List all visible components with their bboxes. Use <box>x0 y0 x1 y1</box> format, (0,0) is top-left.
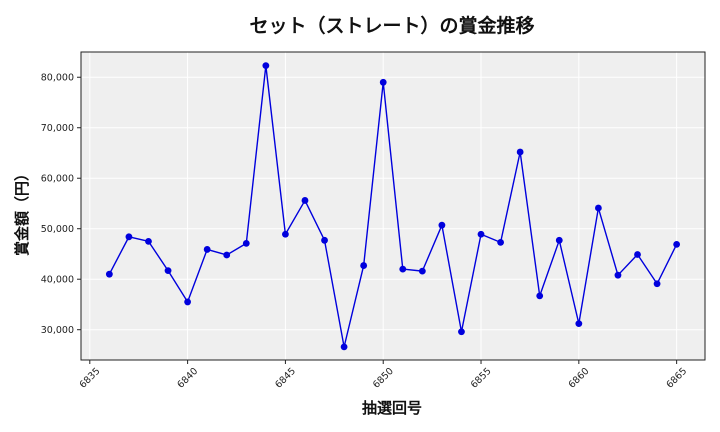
data-point <box>418 267 426 275</box>
data-point <box>184 298 192 306</box>
data-point <box>223 251 231 259</box>
data-point <box>673 240 681 248</box>
x-tick-label: 6845 <box>273 366 298 391</box>
y-tick-label: 60,000 <box>41 174 74 185</box>
data-point <box>145 237 152 245</box>
data-point <box>262 62 270 70</box>
x-tick-label: 6835 <box>78 366 103 391</box>
y-axis-label: 賞金額（円） <box>13 166 31 256</box>
data-point <box>360 262 368 269</box>
plot-area <box>81 52 705 360</box>
y-tick-label: 70,000 <box>41 123 74 134</box>
data-point <box>594 204 602 212</box>
data-point <box>516 148 524 156</box>
data-point <box>536 292 544 300</box>
data-point <box>575 320 583 328</box>
grid-lines <box>81 52 705 360</box>
data-point <box>438 221 446 229</box>
y-tick-label: 40,000 <box>41 275 74 286</box>
data-point <box>399 265 407 273</box>
y-tick-label: 30,000 <box>41 325 74 336</box>
data-point <box>497 238 504 246</box>
data-point <box>340 343 348 351</box>
plot-frame <box>80 51 706 361</box>
data-point <box>477 230 485 238</box>
data-point <box>301 197 309 204</box>
data-point <box>614 271 622 279</box>
series-layer <box>105 62 681 351</box>
data-point <box>203 246 211 253</box>
x-tick-label: 6840 <box>175 366 200 391</box>
y-tick-label: 80,000 <box>41 73 74 84</box>
data-point <box>125 233 133 241</box>
x-tick-label: 6850 <box>371 366 396 391</box>
data-point <box>634 251 641 258</box>
data-point <box>653 280 661 288</box>
data-point <box>105 270 113 278</box>
chart-title: セット（ストレート）の賞金推移 <box>249 14 534 37</box>
data-point <box>164 267 172 275</box>
x-axis-label: 抽選回号 <box>362 399 422 417</box>
data-point <box>555 236 563 244</box>
x-tick-label: 6865 <box>664 366 689 391</box>
data-point <box>242 239 250 247</box>
x-tick-label: 6855 <box>469 366 494 391</box>
data-point <box>282 230 289 238</box>
x-tick-label: 6860 <box>567 366 592 391</box>
series-line <box>108 64 678 348</box>
data-point <box>458 328 465 336</box>
y-tick-label: 50,000 <box>41 224 74 235</box>
data-point <box>379 78 387 86</box>
data-point <box>321 236 328 244</box>
